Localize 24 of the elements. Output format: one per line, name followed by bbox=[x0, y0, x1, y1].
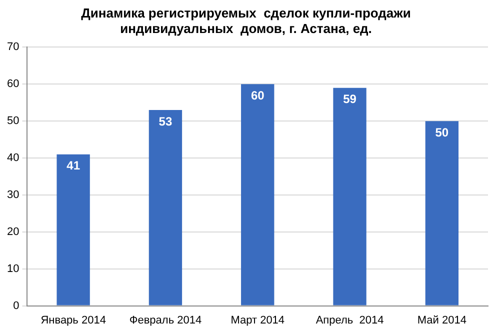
bar bbox=[425, 121, 459, 306]
y-tick-label: 10 bbox=[6, 262, 20, 275]
data-label: 50 bbox=[435, 125, 449, 140]
x-tick-label: Март 2014 bbox=[230, 314, 285, 326]
data-label: 41 bbox=[66, 158, 80, 173]
bar bbox=[333, 88, 366, 306]
y-tick-label: 50 bbox=[6, 115, 20, 128]
x-tick-label: Февраль 2014 bbox=[129, 314, 202, 326]
y-tick-label: 70 bbox=[6, 41, 20, 54]
data-label: 60 bbox=[250, 88, 265, 102]
y-tick-label: 40 bbox=[6, 152, 20, 164]
data-label: 59 bbox=[343, 92, 357, 106]
x-tick-label: Апрель 2014 bbox=[316, 314, 384, 326]
x-tick-label: Январь 2014 bbox=[40, 314, 106, 326]
y-tick-label: 20 bbox=[6, 226, 20, 238]
y-tick-label: 30 bbox=[6, 189, 20, 202]
x-tick-label: Май 2014 bbox=[417, 314, 466, 326]
data-label: 53 bbox=[158, 114, 172, 128]
chart-title: Динамика регистрируемых сделок купли-продажи индивидуальных домов, г. Астана, ед. bbox=[81, 5, 411, 36]
bar bbox=[56, 154, 90, 306]
bar bbox=[148, 110, 182, 306]
y-tick-label: 0 bbox=[13, 300, 20, 312]
bar bbox=[241, 84, 274, 306]
y-tick-label: 60 bbox=[6, 78, 20, 90]
